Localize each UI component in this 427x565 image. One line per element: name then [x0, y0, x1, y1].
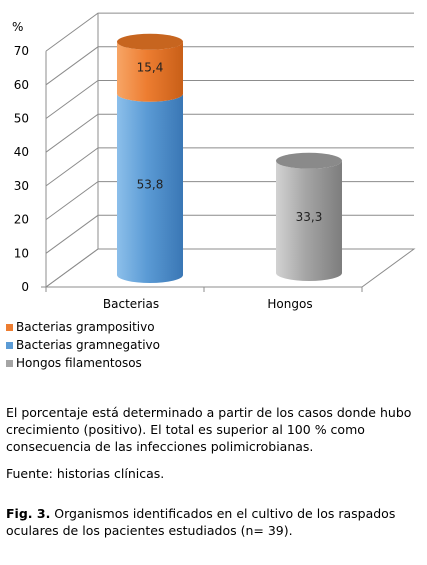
- y-tick-label: 0: [21, 280, 29, 294]
- legend-label-hongos: Hongos filamentosos: [16, 356, 142, 370]
- figure-caption: Fig. 3. Organismos identificados en el c…: [6, 505, 424, 539]
- chart-floor: [44, 248, 416, 288]
- y-axis-label: %: [12, 20, 23, 34]
- bar-bacterias-gramnegativo: [117, 93, 183, 283]
- gridline: [45, 113, 414, 153]
- x-tick-label: Hongos: [267, 297, 312, 311]
- y-tick-label: 70: [14, 44, 29, 58]
- gridline: [45, 12, 414, 52]
- gridline: [45, 147, 414, 187]
- source-note: Fuente: historias clínicas.: [6, 466, 165, 481]
- bar-hongos-filamentosos: [276, 160, 342, 281]
- x-tick-label: Bacterias: [103, 297, 159, 311]
- y-tick-label: 30: [14, 179, 29, 193]
- legend-item-grampositivo: Bacterias grampositivo: [6, 318, 160, 336]
- bar-top-bacterias: [117, 33, 183, 50]
- bar-chart: 0 10 20 30 40 50 60 70% Bacterias Hongos 53,8 15,4…: [12, 12, 416, 311]
- legend-item-hongos: Hongos filamentosos: [6, 354, 160, 372]
- y-tick-label: 20: [14, 213, 29, 227]
- y-tick-label: 50: [14, 112, 29, 126]
- legend-label-grampositivo: Bacterias grampositivo: [16, 320, 155, 334]
- data-label: 53,8: [137, 177, 164, 191]
- data-label: 33,3: [296, 210, 323, 224]
- gridline: [45, 46, 414, 86]
- bar-bacterias-grampositivo: [117, 41, 183, 102]
- percentage-note: El porcentaje está determinado a partir …: [6, 405, 412, 454]
- legend-swatch-gramnegativo: [6, 341, 13, 349]
- data-label: 15,4: [137, 61, 164, 75]
- bar-top-hongos: [276, 152, 342, 169]
- y-tick-label: 10: [14, 246, 29, 260]
- legend-label-gramnegativo: Bacterias gramnegativo: [16, 338, 160, 352]
- gridline: [45, 248, 414, 288]
- chart-legend: Bacterias grampositivo Bacterias gramneg…: [6, 318, 160, 372]
- y-tick-label: 60: [14, 78, 29, 92]
- gridline: [45, 181, 414, 221]
- figure-caption-label: Fig. 3.: [6, 506, 51, 521]
- legend-swatch-hongos: [6, 359, 13, 367]
- figure-caption-text: Organismos identificados en el cultivo d…: [6, 506, 396, 538]
- gridline: [45, 214, 414, 254]
- y-tick-label: 40: [14, 145, 29, 159]
- legend-item-gramnegativo: Bacterias gramnegativo: [6, 336, 160, 354]
- gridline: [45, 80, 414, 119]
- legend-swatch-grampositivo: [6, 323, 13, 331]
